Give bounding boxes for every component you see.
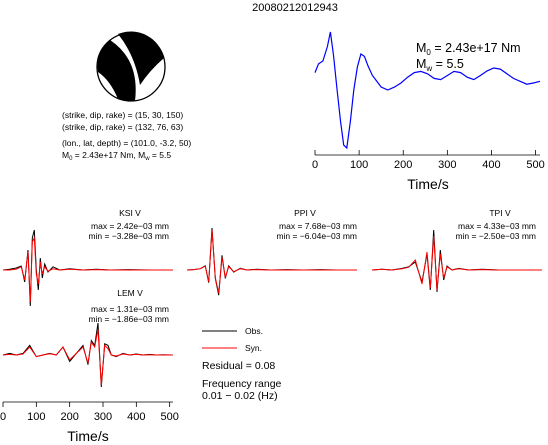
trace-max-label: max = 1.31e−03 mm	[91, 304, 169, 314]
source-parameters: (strike, dip, rake) = (15, 30, 150) (str…	[62, 110, 191, 162]
trace-tick-label: 500	[160, 411, 178, 423]
station-label: KSI V	[119, 208, 141, 218]
beachball-compressional-quadrant	[97, 40, 136, 102]
stf-tick-label: 200	[394, 159, 412, 171]
stf-mw-annotation: Mw = 5.5	[416, 57, 464, 73]
stf-x-ticks: 0 100 200 300 400 500	[312, 150, 545, 171]
legend-syn-label: Syn.	[245, 343, 262, 353]
trace-max-label: max = 2.42e−03 mm	[91, 221, 169, 231]
trace-min-label: min = −3.28e−03 mm	[88, 231, 169, 241]
trace-max-label: max = 4.33e−03 mm	[458, 221, 536, 231]
nodal-plane-2: (strike, dip, rake) = (132, 76, 63)	[62, 122, 183, 132]
trace-x-ticks: 0 100 200 300 400 500	[0, 402, 179, 423]
stf-tick-label: 0	[312, 159, 318, 171]
stf-tick-label: 100	[350, 159, 368, 171]
trace-tick-label: 100	[27, 411, 45, 423]
stf-tick-label: 500	[526, 159, 544, 171]
syn-trace-line	[3, 236, 173, 303]
trace-tick-label: 300	[94, 411, 112, 423]
residual-text: Residual = 0.08	[202, 360, 275, 372]
focal-mechanism-beachball	[96, 31, 166, 102]
trace-tick-label: 0	[0, 411, 6, 423]
trace-min-label: min = −2.50e−03 mm	[455, 231, 536, 241]
source-time-function-plot: 0 100 200 300 400 500 Time/s M0 = 2.43e+17 Nm…	[312, 31, 545, 192]
station-label: TPI V	[489, 208, 511, 218]
trace-legend: Obs. Syn. Residual = 0.08 Frequency rang…	[202, 326, 282, 402]
nodal-plane-1: (strike, dip, rake) = (15, 30, 150)	[62, 110, 183, 120]
location-depth: (lon., lat, depth) = (101.0, -3.2, 50)	[62, 138, 191, 148]
syn-trace-line	[2, 329, 173, 386]
station-label: PPI V	[294, 208, 316, 218]
trace-x-axis-group: 0 100 200 300 400 500 Time/s	[0, 401, 179, 444]
stf-tick-label: 400	[482, 159, 500, 171]
trace-x-axis-label: Time/s	[67, 428, 108, 444]
syn-trace-line	[186, 230, 357, 294]
trace-min-label: min = −6.04e−03 mm	[276, 231, 357, 241]
frequency-range-value: 0.01 − 0.02 (Hz)	[202, 390, 278, 402]
stf-series-line	[314, 31, 541, 150]
moment-magnitude-line: M0 = 2.43e+17 Nm, Mw = 5.5	[62, 150, 171, 162]
trace-min-label: min = −1.86e−03 mm	[88, 314, 169, 324]
frequency-range-title: Frequency range	[202, 378, 282, 390]
trace-tick-label: 400	[127, 411, 145, 423]
trace-max-label: max = 7.68e−03 mm	[279, 221, 357, 231]
beachball-compressional-quadrant-upper	[118, 31, 164, 85]
stf-x-axis-label: Time/s	[407, 176, 448, 192]
syn-trace-line	[371, 235, 542, 291]
stf-tick-label: 300	[438, 159, 456, 171]
station-label: LEM V	[117, 288, 143, 298]
figure-title: 20080212012943	[252, 2, 338, 14]
stf-m0-annotation: M0 = 2.43e+17 Nm	[416, 41, 521, 57]
legend-obs-label: Obs.	[245, 326, 263, 336]
trace-tick-label: 200	[60, 411, 78, 423]
